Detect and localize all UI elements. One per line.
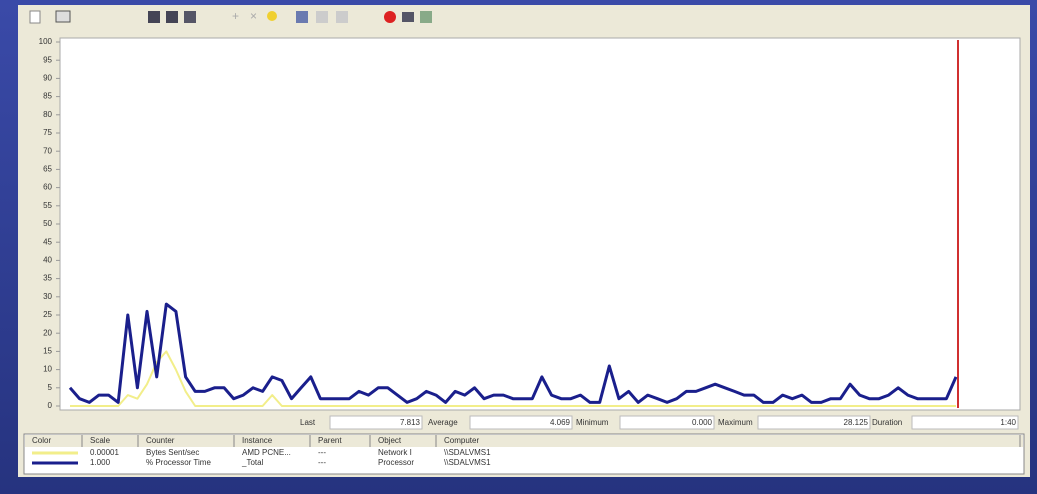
tool-add[interactable]: + bbox=[232, 9, 239, 23]
column-header: Computer bbox=[444, 436, 479, 445]
table-cell: 1.000 bbox=[90, 458, 111, 467]
column-header: Counter bbox=[146, 436, 175, 445]
table-cell: Network I bbox=[378, 448, 412, 457]
column-header: Instance bbox=[242, 436, 273, 445]
y-tick-label: 100 bbox=[39, 37, 53, 46]
y-tick-label: 5 bbox=[48, 383, 53, 392]
y-tick-label: 50 bbox=[43, 219, 52, 228]
stat-box bbox=[329, 415, 423, 430]
stat-value: 28.125 bbox=[844, 418, 869, 427]
table-cell: _Total bbox=[241, 458, 264, 467]
tool-graph[interactable] bbox=[148, 11, 160, 23]
column-header: Color bbox=[32, 436, 51, 445]
stat-label: Average bbox=[428, 418, 458, 427]
table-cell: 0.00001 bbox=[90, 448, 119, 457]
y-tick-label: 45 bbox=[43, 237, 52, 246]
column-header: Scale bbox=[90, 436, 111, 445]
table-cell: \\SDALVMS1 bbox=[444, 448, 491, 457]
column-header: Parent bbox=[318, 436, 342, 445]
tool-histogram[interactable] bbox=[166, 11, 178, 23]
table-cell: Processor bbox=[378, 458, 414, 467]
toolbar: + × bbox=[29, 9, 432, 24]
tool-highlight[interactable] bbox=[267, 11, 277, 21]
series-line bbox=[70, 350, 956, 407]
table-cell: % Processor Time bbox=[146, 458, 211, 467]
table-cell: \\SDALVMS1 bbox=[444, 458, 491, 467]
y-tick-label: 95 bbox=[43, 55, 52, 64]
tool-update[interactable] bbox=[402, 12, 414, 22]
y-tick-label: 75 bbox=[43, 128, 52, 137]
stat-box bbox=[911, 415, 1019, 430]
stat-label: Maximum bbox=[718, 418, 753, 427]
tool-clear[interactable] bbox=[55, 10, 71, 23]
table-cell: AMD PCNE... bbox=[242, 448, 291, 457]
stat-value: 1:40 bbox=[1000, 418, 1016, 427]
y-tick-label: 0 bbox=[48, 401, 53, 410]
y-tick-label: 90 bbox=[43, 74, 52, 83]
y-tick-label: 15 bbox=[43, 347, 52, 356]
y-tick-label: 35 bbox=[43, 274, 52, 283]
tool-freeze[interactable] bbox=[384, 11, 396, 23]
y-tick-label: 55 bbox=[43, 201, 52, 210]
stat-label: Minimum bbox=[576, 418, 609, 427]
y-tick-label: 25 bbox=[43, 310, 52, 319]
table-header bbox=[25, 435, 1023, 447]
stat-box bbox=[619, 415, 715, 430]
y-tick-label: 70 bbox=[43, 146, 52, 155]
tool-properties[interactable] bbox=[336, 11, 348, 23]
y-tick-label: 40 bbox=[43, 256, 52, 265]
y-tick-label: 65 bbox=[43, 165, 52, 174]
stat-value: 0.000 bbox=[692, 418, 713, 427]
stat-label: Duration bbox=[872, 418, 902, 427]
series-line bbox=[68, 302, 958, 404]
y-tick-label: 10 bbox=[43, 365, 52, 374]
tool-report[interactable] bbox=[184, 11, 196, 23]
table-cell: --- bbox=[318, 458, 326, 467]
stat-box bbox=[469, 415, 573, 430]
stat-value: 7.813 bbox=[400, 418, 421, 427]
stat-box bbox=[757, 415, 871, 430]
tool-paste[interactable] bbox=[316, 11, 328, 23]
table-cell: --- bbox=[318, 448, 326, 457]
y-tick-label: 85 bbox=[43, 92, 52, 101]
table-cell: Bytes Sent/sec bbox=[146, 448, 199, 457]
tool-new[interactable] bbox=[29, 10, 41, 24]
stat-label: Last bbox=[300, 418, 316, 427]
y-tick-label: 80 bbox=[43, 110, 52, 119]
y-tick-label: 60 bbox=[43, 183, 52, 192]
y-tick-label: 30 bbox=[43, 292, 52, 301]
tool-help[interactable] bbox=[420, 11, 432, 23]
tool-copy[interactable] bbox=[296, 11, 308, 23]
tool-delete[interactable]: × bbox=[250, 9, 257, 23]
stat-value: 4.069 bbox=[550, 418, 571, 427]
plot-area bbox=[59, 37, 1021, 411]
y-tick-label: 20 bbox=[43, 328, 52, 337]
column-header: Object bbox=[378, 436, 402, 445]
